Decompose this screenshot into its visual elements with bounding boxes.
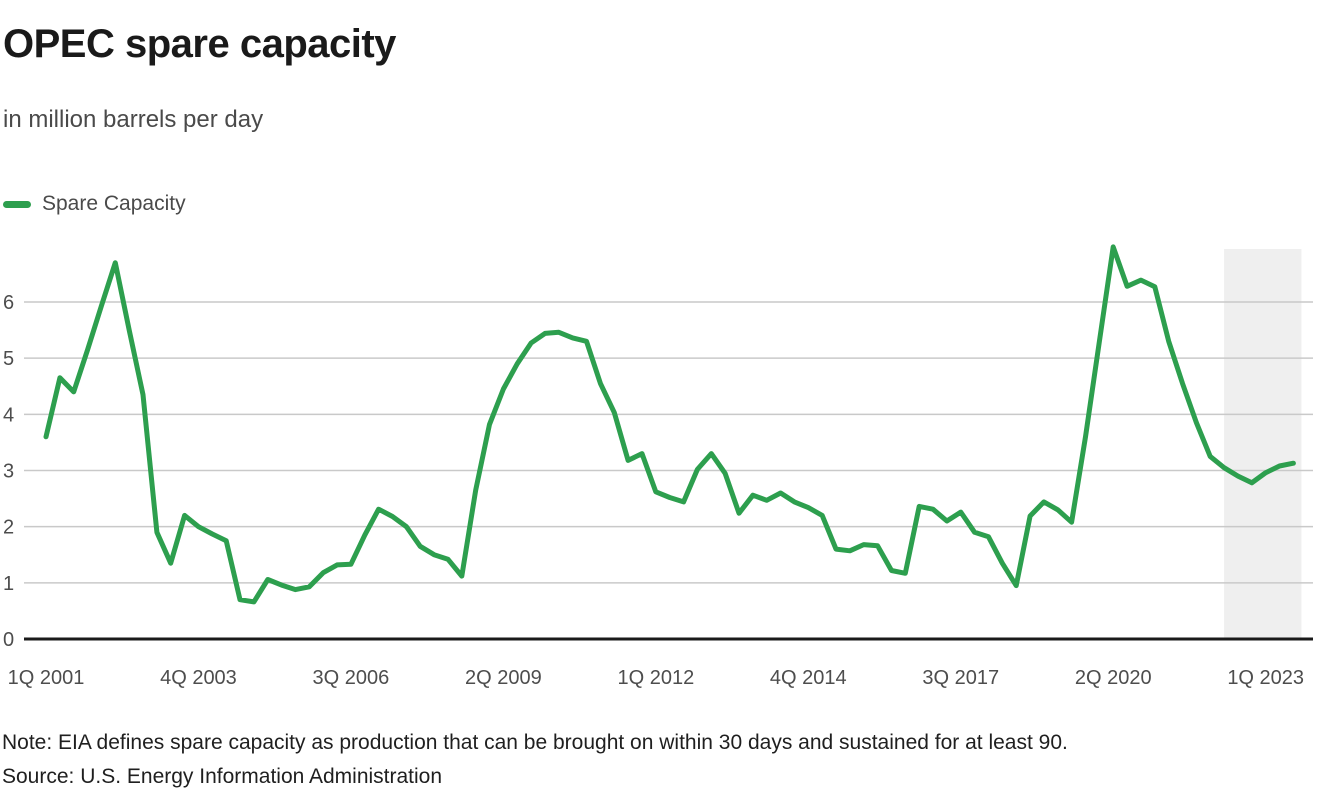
page-title: OPEC spare capacity [3, 22, 396, 66]
x-tick-label: 4Q 2003 [160, 667, 237, 689]
y-tick-label: 5 [3, 348, 14, 370]
legend-label: Spare Capacity [42, 192, 186, 215]
x-tick-label: 3Q 2017 [922, 667, 999, 689]
x-tick-label: 1Q 2012 [617, 667, 694, 689]
forecast-shaded-band [1224, 249, 1302, 639]
footnotes: Note: EIA defines spare capacity as prod… [2, 726, 1202, 794]
legend: Spare Capacity [3, 192, 186, 216]
x-tick-label: 3Q 2006 [313, 667, 390, 689]
chart-note: Note: EIA defines spare capacity as prod… [2, 731, 1068, 754]
chart-source: Source: U.S. Energy Information Administ… [2, 765, 443, 788]
x-tick-label: 2Q 2009 [465, 667, 542, 689]
spare-capacity-chart: 0 1 2 3 4 5 6 1Q 2001 4Q 2003 3Q 2006 2Q 2009 1Q 20… [3, 244, 1313, 689]
x-tick-label: 1Q 2023 [1227, 667, 1304, 689]
x-tick-label: 4Q 2014 [770, 667, 847, 689]
chart-subtitle: in million barrels per day [3, 106, 264, 133]
y-tick-label: 6 [3, 292, 14, 314]
spare-capacity-line [43, 244, 1296, 605]
y-tick-label: 0 [3, 629, 14, 651]
legend-line-swatch-icon [3, 200, 31, 208]
y-tick-label: 1 [3, 573, 14, 595]
x-tick-label: 1Q 2001 [8, 667, 85, 689]
y-tick-label: 3 [3, 460, 14, 482]
y-tick-label: 2 [3, 517, 14, 539]
x-tick-label: 2Q 2020 [1075, 667, 1152, 689]
y-tick-label: 4 [3, 404, 14, 426]
